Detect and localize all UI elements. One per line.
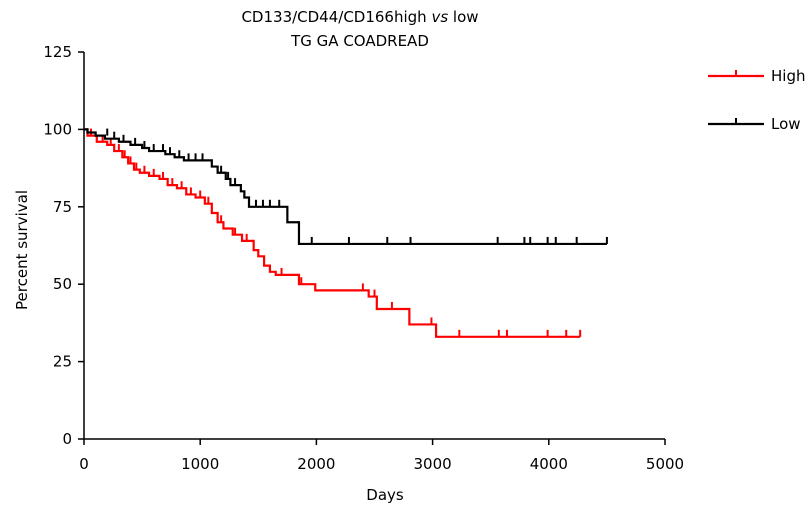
x-tick-label: 4000 [530, 455, 568, 473]
x-tick-label: 1000 [181, 455, 219, 473]
x-tick-label: 2000 [297, 455, 335, 473]
x-axis-label: Days [366, 486, 404, 504]
series-low-line [84, 128, 607, 246]
chart-subtitle: TG GA COADREAD [291, 32, 429, 50]
y-tick-label: 25 [53, 353, 72, 371]
y-tick-label: 0 [62, 430, 72, 448]
legend: High Low [708, 67, 805, 133]
x-tick-label: 0 [79, 455, 89, 473]
legend-high-label: High [771, 67, 805, 85]
chart-title: CD133/CD44/CD166high vs low [241, 8, 479, 26]
x-tick-label: 3000 [414, 455, 452, 473]
y-tick-label: 75 [53, 198, 72, 216]
y-axis-label: Percent survival [13, 190, 31, 310]
y-tick-label: 125 [43, 43, 72, 61]
x-tick-label: 5000 [646, 455, 684, 473]
series-high-line [84, 128, 581, 338]
legend-low-label: Low [771, 115, 801, 133]
y-tick-label: 50 [53, 275, 72, 293]
series-layer [84, 128, 608, 338]
axes: 0 1000 2000 3000 4000 5000 0 25 50 75 100 125 [43, 43, 684, 473]
y-tick-label: 100 [43, 120, 72, 138]
